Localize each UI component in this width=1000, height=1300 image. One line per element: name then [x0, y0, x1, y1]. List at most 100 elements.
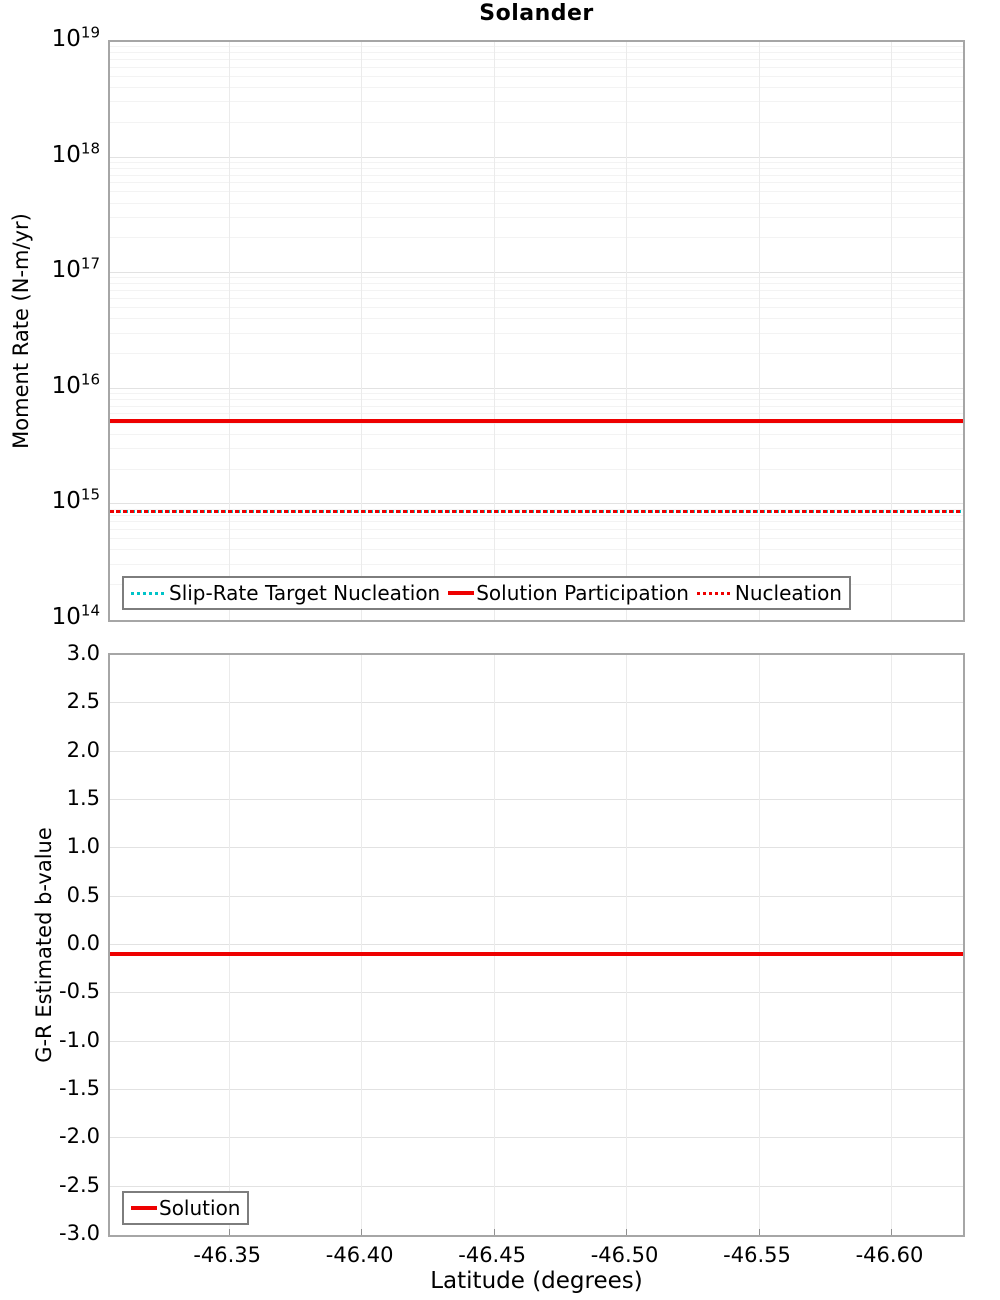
y-tick-label: -0.5 [59, 979, 100, 1004]
y-tick-label: 1017 [51, 254, 100, 284]
vertical-gridline [493, 655, 495, 1235]
vertical-gridline [626, 655, 628, 1235]
minor-gridline [110, 318, 963, 320]
major-gridline [110, 944, 963, 945]
vertical-gridline [361, 42, 363, 620]
vertical-gridline [890, 655, 892, 1235]
major-gridline [110, 1040, 963, 1042]
minor-gridline [110, 353, 963, 354]
x-tick-label: -46.45 [458, 1243, 526, 1267]
minor-gridline [110, 332, 963, 334]
y-tick-label: 1.5 [66, 786, 100, 810]
legend-item: Slip-Rate Target Nucleation [131, 581, 440, 605]
minor-gridline [110, 66, 963, 68]
legend-swatch-dotted [696, 591, 733, 595]
y-tick-label: 1019 [51, 23, 100, 52]
latitude-axis-label: Latitude (degrees) [430, 1268, 643, 1294]
chart-title: Solander [479, 1, 594, 26]
minor-gridline [110, 514, 963, 516]
y-tick-label: -3.0 [59, 1221, 100, 1245]
minor-gridline [110, 161, 963, 163]
y-tick-label: 0.5 [66, 882, 100, 907]
legend-label: Nucleation [734, 581, 842, 605]
moment-rate-plot-area [110, 42, 963, 620]
minor-gridline [110, 174, 963, 176]
moment-rate-plot: Slip-Rate Target Nucleation Solution Part… [108, 40, 965, 622]
major-gridline [110, 272, 963, 274]
x-tick-label: -46.50 [590, 1243, 659, 1267]
vertical-gridline [890, 42, 892, 620]
y-tick-label: -1.0 [59, 1027, 100, 1052]
minor-gridline [110, 277, 963, 279]
legend-swatch-solid [448, 591, 475, 595]
minor-gridline [110, 393, 963, 395]
vertical-gridline [758, 655, 760, 1235]
x-tick-label: -46.35 [193, 1243, 262, 1267]
x-tickmark [758, 1229, 760, 1235]
y-tick-label: 3.0 [66, 641, 100, 665]
y-tick-label: -2.5 [59, 1172, 100, 1197]
series-line-solution-participation [110, 418, 963, 423]
minor-gridline [110, 433, 963, 435]
x-tick-label: -46.60 [855, 1243, 924, 1267]
series-line-nucleation [110, 510, 963, 514]
y-tick-label: 1.0 [66, 834, 100, 859]
vertical-gridline [228, 42, 230, 620]
major-gridline [110, 156, 963, 158]
x-tickmark [228, 1229, 230, 1235]
major-gridline [110, 1185, 963, 1187]
minor-gridline [110, 101, 963, 103]
moment-rate-axis-label: Moment Rate (N-m/yr) [9, 213, 33, 449]
y-tick-label: 0.0 [66, 931, 100, 955]
minor-gridline [110, 413, 963, 415]
minor-gridline [110, 297, 963, 299]
x-tickmark [890, 1229, 892, 1235]
y-tick-label: 1016 [51, 370, 100, 399]
major-gridline [110, 387, 963, 389]
legend-label: Slip-Rate Target Nucleation [169, 581, 441, 605]
minor-gridline [110, 202, 963, 204]
minor-gridline [110, 529, 963, 531]
y-tick-label: -1.5 [59, 1076, 100, 1100]
major-gridline [110, 750, 963, 752]
minor-gridline [110, 405, 963, 407]
minor-gridline [110, 75, 963, 77]
minor-gridline [110, 468, 963, 470]
minor-gridline [110, 549, 963, 551]
legend: Solution [122, 1191, 250, 1225]
minor-gridline [110, 191, 963, 193]
minor-gridline [110, 182, 963, 184]
legend-swatch-solid [131, 1206, 157, 1210]
y-tick-label: 1018 [51, 138, 100, 168]
x-tick-label: -46.55 [723, 1243, 791, 1267]
vertical-gridline [228, 655, 230, 1235]
vertical-gridline [493, 42, 495, 620]
minor-gridline [110, 217, 963, 219]
y-tick-label: 1015 [51, 485, 100, 515]
vertical-gridline [758, 42, 760, 620]
b-value-plot-area [110, 655, 963, 1235]
vertical-gridline [626, 42, 628, 620]
b-value-plot: Solution [108, 653, 965, 1237]
major-gridline [110, 1089, 963, 1090]
x-tickmark [493, 1229, 495, 1235]
minor-gridline [110, 167, 963, 169]
minor-gridline [110, 508, 963, 510]
y-tick-label: 2.5 [66, 689, 100, 714]
minor-gridline [110, 58, 963, 60]
x-tickmark [626, 1229, 628, 1235]
minor-gridline [110, 237, 963, 239]
major-gridline [110, 799, 963, 800]
minor-gridline [110, 563, 963, 565]
minor-gridline [110, 422, 963, 424]
minor-gridline [110, 121, 963, 123]
minor-gridline [110, 399, 963, 400]
minor-gridline [110, 290, 963, 292]
legend-item: Solution [131, 1196, 240, 1220]
major-gridline [110, 895, 963, 897]
legend-item: Solution Participation [448, 581, 689, 605]
vertical-gridline [361, 655, 363, 1235]
major-gridline [110, 503, 963, 505]
legend-swatch-dotted [131, 591, 167, 595]
minor-gridline [110, 52, 963, 54]
